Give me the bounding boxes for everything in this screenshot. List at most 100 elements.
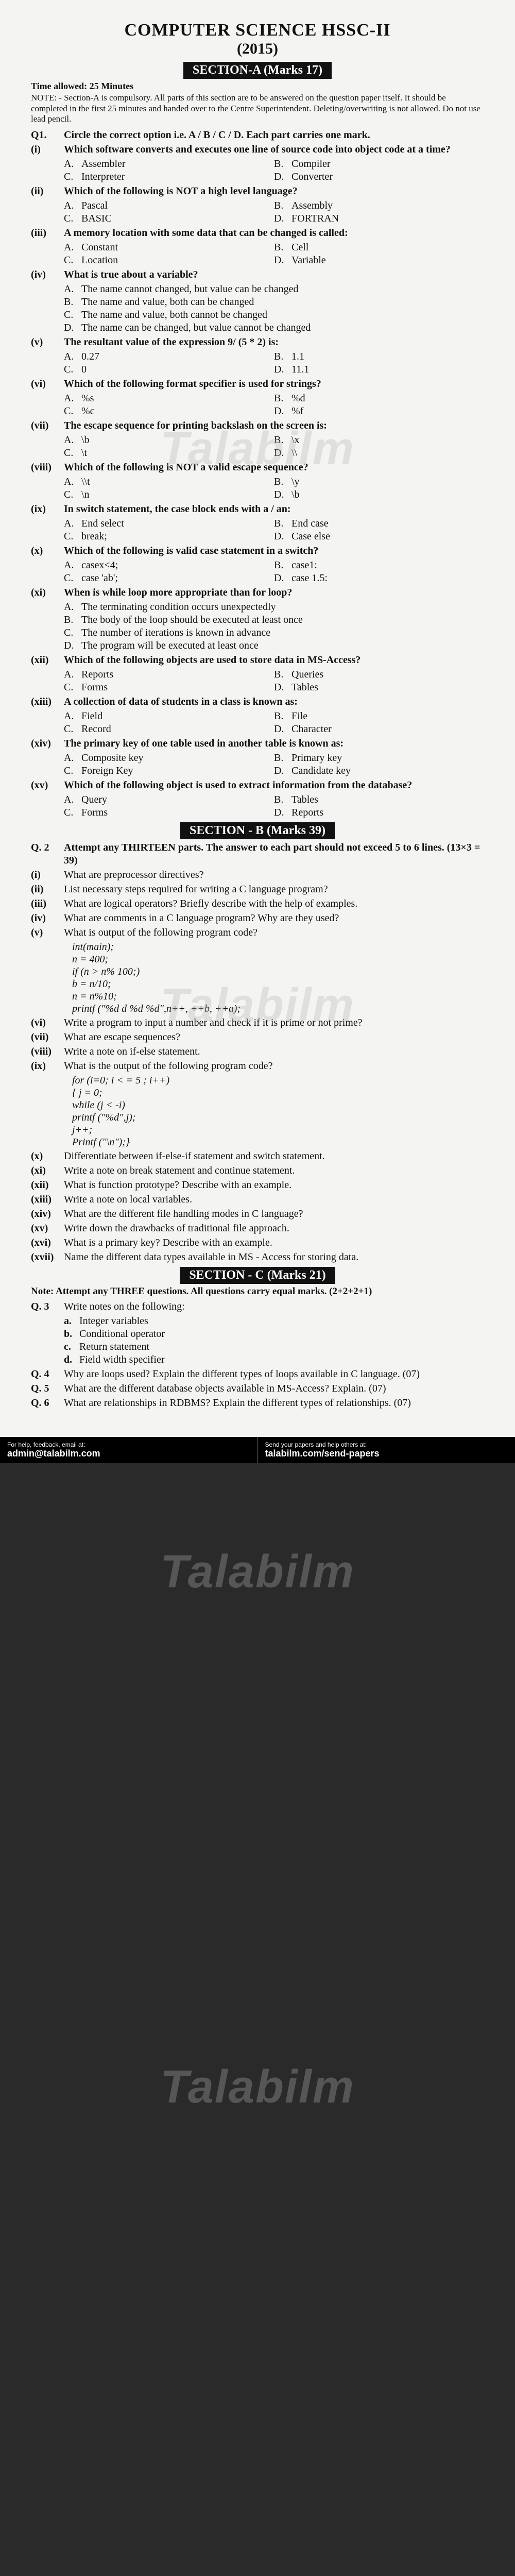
mcq-option[interactable]: A.Field bbox=[64, 710, 274, 722]
mcq-option[interactable]: A.Pascal bbox=[64, 200, 274, 212]
footer-email[interactable]: admin@talabilm.com bbox=[7, 1448, 100, 1459]
q1-part: (xii)Which of the following objects are … bbox=[31, 654, 484, 667]
mcq-option[interactable]: B.%d bbox=[274, 393, 484, 404]
mcq-option[interactable]: A.End select bbox=[64, 518, 274, 530]
q1-options: A.AssemblerB.CompilerC.InterpreterD.Conv… bbox=[64, 158, 484, 183]
mcq-option[interactable]: D.FORTRAN bbox=[274, 213, 484, 225]
header: COMPUTER SCIENCE HSSC-II (2015) bbox=[31, 21, 484, 58]
mcq-option[interactable]: C.\t bbox=[64, 447, 274, 459]
q2-part: (vi)Write a program to input a number an… bbox=[31, 1016, 484, 1029]
mcq-option[interactable]: B.Cell bbox=[274, 242, 484, 253]
mcq-option[interactable]: A.Assembler bbox=[64, 158, 274, 170]
mcq-option[interactable]: C.0 bbox=[64, 364, 274, 376]
q1-part: (vi)Which of the following format specif… bbox=[31, 378, 484, 391]
q2-parts: (i)What are preprocessor directives?(ii)… bbox=[31, 869, 484, 1264]
watermark: Talabilm bbox=[160, 2061, 355, 2114]
mcq-option[interactable]: B.Compiler bbox=[274, 158, 484, 170]
mcq-option[interactable]: B.1.1 bbox=[274, 351, 484, 363]
mcq-option[interactable]: D.The name can be changed, but value can… bbox=[64, 322, 484, 334]
mcq-option[interactable]: B.Queries bbox=[274, 669, 484, 681]
q1-part: (v)The resultant value of the expression… bbox=[31, 336, 484, 349]
mcq-option[interactable]: D.Candidate key bbox=[274, 765, 484, 777]
code-line: { j = 0; bbox=[72, 1087, 484, 1099]
q1-options: A.\bB.\xC.\tD.\\ bbox=[64, 434, 484, 460]
mcq-option[interactable]: B.Primary key bbox=[274, 752, 484, 764]
mcq-option[interactable]: D.\b bbox=[274, 489, 484, 501]
mcq-option[interactable]: A.Composite key bbox=[64, 752, 274, 764]
q1-part: (xiv)The primary key of one table used i… bbox=[31, 737, 484, 750]
mcq-option[interactable]: D.The program will be executed at least … bbox=[64, 640, 484, 652]
mcq-option[interactable]: C.The name and value, both cannot be cha… bbox=[64, 309, 484, 321]
q2-part: (xv)Write down the drawbacks of traditio… bbox=[31, 1222, 484, 1235]
q1-part: (x)Which of the following is valid case … bbox=[31, 545, 484, 557]
q1-options: A.The terminating condition occurs unexp… bbox=[64, 601, 484, 652]
mcq-option[interactable]: C.BASIC bbox=[64, 213, 274, 225]
watermark: Talabilm bbox=[160, 1546, 355, 1599]
mcq-option[interactable]: D.Tables bbox=[274, 682, 484, 693]
mcq-option[interactable]: C.\n bbox=[64, 489, 274, 501]
mcq-option[interactable]: D.\\ bbox=[274, 447, 484, 459]
mcq-option[interactable]: A.\\t bbox=[64, 476, 274, 488]
q2-part: (vii)What are escape sequences? bbox=[31, 1031, 484, 1044]
mcq-option[interactable]: D.Converter bbox=[274, 171, 484, 183]
mcq-option[interactable]: A.%s bbox=[64, 393, 274, 404]
mcq-option[interactable]: C.break; bbox=[64, 531, 274, 543]
footer-bar: For help, feedback, email at: admin@tala… bbox=[0, 1437, 515, 1463]
q2-part: (xiii)Write a note on local variables. bbox=[31, 1193, 484, 1206]
code-line: printf ("%d d %d %d",n++, ++b, ++a); bbox=[72, 1003, 484, 1015]
code-line: b = n/10; bbox=[72, 978, 484, 990]
mcq-option[interactable]: D.case 1.5: bbox=[274, 572, 484, 584]
mcq-option[interactable]: D.Character bbox=[274, 723, 484, 735]
code-line: Printf ("\n");} bbox=[72, 1136, 484, 1148]
mcq-option[interactable]: C.case 'ab'; bbox=[64, 572, 274, 584]
mcq-option[interactable]: B.End case bbox=[274, 518, 484, 530]
mcq-option[interactable]: C.%c bbox=[64, 405, 274, 417]
mcq-option[interactable]: D.Variable bbox=[274, 255, 484, 266]
mcq-option[interactable]: C.Record bbox=[64, 723, 274, 735]
q2-part: (x)Differentiate between if-else-if stat… bbox=[31, 1150, 484, 1163]
q1-part: (i)Which software converts and executes … bbox=[31, 143, 484, 156]
mcq-option[interactable]: B.\y bbox=[274, 476, 484, 488]
code-line: n = 400; bbox=[72, 953, 484, 965]
mcq-option[interactable]: D.Case else bbox=[274, 531, 484, 543]
mcq-option[interactable]: C.Interpreter bbox=[64, 171, 274, 183]
mcq-option[interactable]: B.The body of the loop should be execute… bbox=[64, 614, 484, 626]
q2-part: (iv)What are comments in a C language pr… bbox=[31, 912, 484, 925]
mcq-option[interactable]: A.0.27 bbox=[64, 351, 274, 363]
mcq-option[interactable]: A.\b bbox=[64, 434, 274, 446]
q2-part: (xvi)What is a primary key? Describe wit… bbox=[31, 1236, 484, 1249]
q1-stem: Q1. Circle the correct option i.e. A / B… bbox=[31, 129, 484, 142]
sub-item: b.Conditional operator bbox=[64, 1328, 484, 1341]
q1-parts: (i)Which software converts and executes … bbox=[31, 143, 484, 819]
mcq-option[interactable]: B.\x bbox=[274, 434, 484, 446]
mcq-option[interactable]: D.11.1 bbox=[274, 364, 484, 376]
mcq-option[interactable]: C.The number of iterations is known in a… bbox=[64, 627, 484, 639]
mcq-option[interactable]: A.The name cannot changed, but value can… bbox=[64, 283, 484, 295]
mcq-option[interactable]: A.The terminating condition occurs unexp… bbox=[64, 601, 484, 613]
mcq-option[interactable]: B.The name and value, both can be change… bbox=[64, 296, 484, 308]
mcq-option[interactable]: D.%f bbox=[274, 405, 484, 417]
code-line: int(main); bbox=[72, 941, 484, 953]
mcq-option[interactable]: C.Location bbox=[64, 255, 274, 266]
mcq-option[interactable]: A.Constant bbox=[64, 242, 274, 253]
q1-options: A.Composite keyB.Primary keyC.Foreign Ke… bbox=[64, 752, 484, 777]
mcq-option[interactable]: D.Reports bbox=[274, 807, 484, 819]
q2-part: (xiv)What are the different file handlin… bbox=[31, 1208, 484, 1221]
mcq-option[interactable]: B.File bbox=[274, 710, 484, 722]
q1-part: (ii)Which of the following is NOT a high… bbox=[31, 185, 484, 198]
time-allowed: Time allowed: 25 Minutes bbox=[31, 81, 484, 92]
mcq-option[interactable]: B.case1: bbox=[274, 560, 484, 571]
mcq-option[interactable]: B.Tables bbox=[274, 794, 484, 806]
mcq-option[interactable]: A.Reports bbox=[64, 669, 274, 681]
q2-part: (viii)Write a note on if-else statement. bbox=[31, 1045, 484, 1058]
footer-link[interactable]: talabilm.com/send-papers bbox=[265, 1448, 380, 1459]
mcq-option[interactable]: A.Query bbox=[64, 794, 274, 806]
mcq-option[interactable]: B.Assembly bbox=[274, 200, 484, 212]
q1-options: A.0.27B.1.1C.0D.11.1 bbox=[64, 350, 484, 376]
mcq-option[interactable]: A.casex<4; bbox=[64, 560, 274, 571]
mcq-option[interactable]: C.Forms bbox=[64, 807, 274, 819]
q1-options: A.ReportsB.QueriesC.FormsD.Tables bbox=[64, 668, 484, 694]
mcq-option[interactable]: C.Foreign Key bbox=[64, 765, 274, 777]
mcq-option[interactable]: C.Forms bbox=[64, 682, 274, 693]
q1-part: (vii)The escape sequence for printing ba… bbox=[31, 419, 484, 432]
